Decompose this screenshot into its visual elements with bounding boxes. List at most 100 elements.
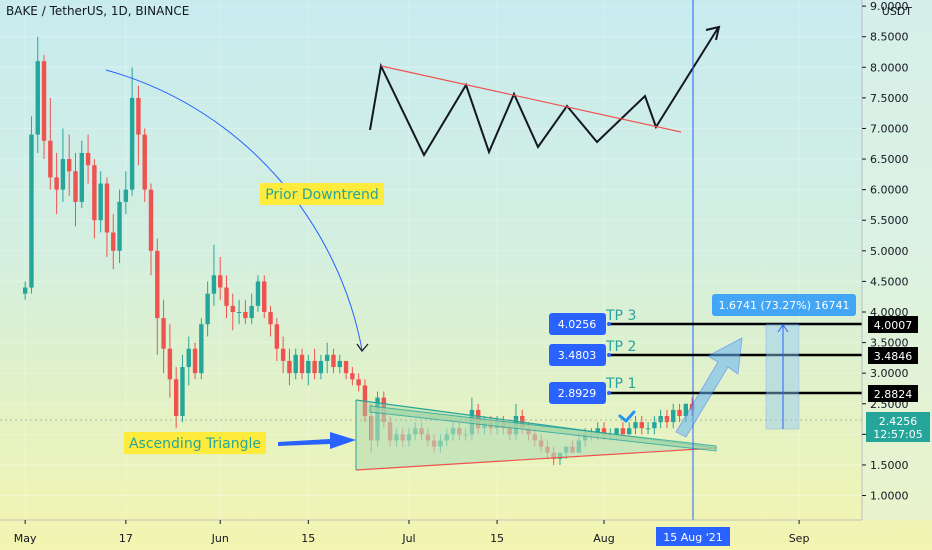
candle-up: [180, 367, 185, 416]
price-tick-label: 5.5000: [870, 214, 909, 227]
price-tick-label: 4.0000: [870, 306, 909, 319]
price-tick-label: 8.5000: [870, 31, 909, 44]
candle-down: [545, 446, 550, 453]
price-tick-label: 5.0000: [870, 245, 909, 258]
downtrend-arrow-head: [356, 343, 369, 352]
candle-down: [356, 379, 361, 386]
candle-down: [331, 354, 336, 368]
candle-up: [186, 348, 191, 368]
triangle-resistance-band: [369, 405, 717, 452]
triangle-fill-inner: [370, 410, 716, 470]
candle-down: [280, 348, 286, 361]
tp2-anchor: [607, 353, 611, 357]
measure-label: 1.6741 (73.27%) 16741: [718, 299, 849, 312]
candle-up: [98, 183, 103, 221]
time-tick-label: Aug: [593, 532, 614, 545]
tp3-anchor: [607, 322, 611, 326]
price-tick-label: 7.5000: [870, 92, 909, 105]
candle-up: [444, 434, 449, 441]
triangle-lower-line: [355, 447, 717, 471]
price-tick-label: 3.5000: [870, 337, 909, 350]
price-tick-label: 9.0000: [870, 0, 909, 13]
candle-down: [243, 312, 248, 319]
zigzag-arrow-head: [705, 25, 721, 41]
candle-down: [287, 360, 292, 374]
candle-down: [400, 434, 405, 441]
candle-up: [60, 159, 66, 190]
time-tick-label: Jun: [211, 532, 229, 545]
tp2-tag: 3.4803: [549, 344, 606, 366]
candle-down: [312, 360, 317, 374]
candle-down: [230, 305, 236, 312]
date-marker-text: 15 Aug '21: [663, 531, 723, 544]
candle-up: [211, 275, 217, 294]
candle-down: [224, 287, 229, 306]
candle-up: [413, 428, 418, 435]
time-tick-label: Sep: [789, 532, 810, 545]
current-price-label: 2.4256 12:57:05: [866, 412, 930, 442]
tp2-price-label: 3.4846: [868, 347, 918, 364]
candle-up: [29, 134, 34, 288]
price-tick-label: 3.0000: [870, 367, 909, 380]
time-tick-label: 15: [490, 532, 504, 545]
tp1-value: 2.8929: [558, 387, 597, 400]
candle-up: [438, 440, 443, 447]
candle-down: [425, 434, 431, 441]
tp1-price-text: 2.8824: [874, 388, 913, 401]
candle-up: [626, 428, 632, 435]
candle-down: [677, 409, 682, 416]
price-axis-unit: USDT: [882, 5, 913, 18]
current-price-text: 2.4256: [879, 415, 918, 428]
pointer-arrow: [278, 432, 356, 449]
candle-down: [54, 177, 59, 190]
candle-down: [507, 428, 512, 435]
candle-down: [570, 446, 575, 453]
time-axis-ticks: May 17 Jun 15 Jul 15 Aug Sep: [14, 520, 810, 545]
candle-up: [595, 428, 600, 435]
tp3-tag: 4.0256: [549, 313, 606, 335]
countdown-text: 12:57:05: [873, 428, 922, 441]
candle-down: [155, 250, 160, 319]
candle-down: [218, 275, 223, 288]
pattern-zigzag: [369, 27, 719, 158]
candle-up: [324, 354, 330, 361]
candle-up: [79, 152, 84, 202]
tp3-price-text: 4.0007: [874, 319, 913, 332]
price-tick-label: 1.5000: [870, 459, 909, 472]
tp2-value: 3.4803: [558, 349, 597, 362]
candle-up: [255, 281, 261, 306]
candle-up: [337, 360, 342, 368]
candle-up: [306, 360, 311, 374]
candle-up: [375, 397, 380, 441]
candle-up: [35, 61, 40, 135]
date-marker-label: 15 Aug '21: [656, 527, 730, 546]
candle-down: [299, 354, 305, 374]
candle-up: [645, 428, 651, 430]
tp3-price-label: 4.0007: [868, 316, 918, 333]
price-tick-label: 4.5000: [870, 275, 909, 288]
candle-down: [639, 422, 644, 429]
tp3-label: TP 3: [605, 308, 636, 324]
projection-arrow: [675, 337, 743, 438]
candle-down: [526, 428, 531, 435]
price-tick-label: 7.0000: [870, 122, 909, 135]
prior-downtrend-box: [260, 183, 384, 205]
candle-up: [236, 312, 242, 313]
candle-up: [614, 428, 619, 435]
candle-down: [343, 360, 349, 374]
candle-down: [369, 416, 374, 441]
candle-down: [73, 171, 78, 202]
chart-title: BAKE / TetherUS, 1D, BINANCE: [6, 4, 189, 18]
candle-down: [85, 152, 91, 166]
candle-down: [350, 373, 355, 380]
tp1-anchor: [607, 391, 611, 395]
time-tick-label: May: [14, 532, 37, 545]
candle-up: [318, 360, 324, 374]
candle-up: [652, 422, 657, 429]
candle-up: [633, 422, 638, 429]
candle-up: [394, 434, 399, 441]
candle-down: [419, 428, 424, 435]
tp1-price-label: 2.8824: [868, 385, 918, 402]
